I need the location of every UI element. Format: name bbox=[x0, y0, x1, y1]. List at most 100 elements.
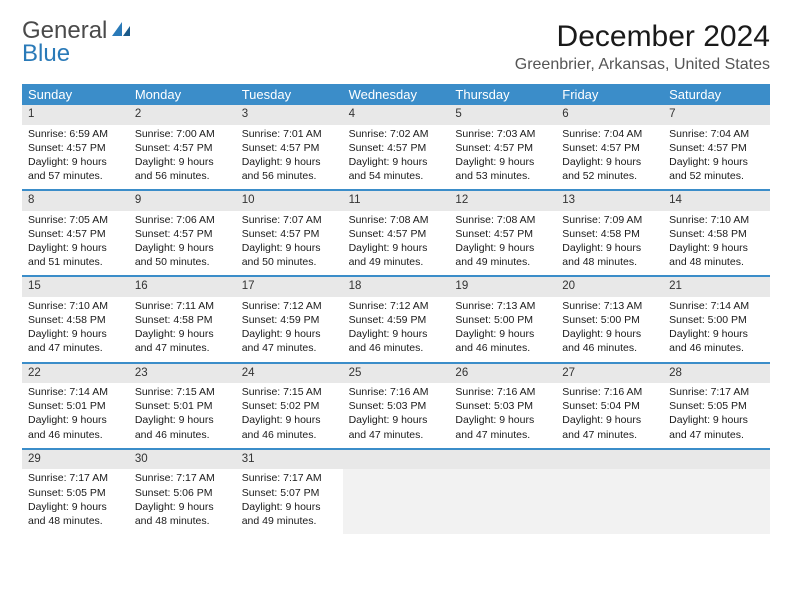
info-line: Daylight: 9 hours bbox=[349, 241, 444, 255]
info-line: Daylight: 9 hours bbox=[28, 241, 123, 255]
info-line: and 52 minutes. bbox=[562, 169, 657, 183]
date-number: 6 bbox=[556, 105, 663, 125]
info-line: Daylight: 9 hours bbox=[349, 327, 444, 341]
day-info: Sunrise: 7:10 AMSunset: 4:58 PMDaylight:… bbox=[22, 299, 129, 356]
logo-text: General Blue bbox=[22, 20, 132, 66]
week-row: 29Sunrise: 7:17 AMSunset: 5:05 PMDayligh… bbox=[22, 450, 770, 534]
day-info: Sunrise: 7:13 AMSunset: 5:00 PMDaylight:… bbox=[556, 299, 663, 356]
info-line: Sunrise: 7:16 AM bbox=[455, 385, 550, 399]
info-line: Sunset: 5:05 PM bbox=[28, 486, 123, 500]
day-cell: 30Sunrise: 7:17 AMSunset: 5:06 PMDayligh… bbox=[129, 450, 236, 534]
day-info: Sunrise: 7:14 AMSunset: 5:00 PMDaylight:… bbox=[663, 299, 770, 356]
info-line: and 48 minutes. bbox=[562, 255, 657, 269]
info-line: Daylight: 9 hours bbox=[669, 327, 764, 341]
date-number: 8 bbox=[22, 191, 129, 211]
info-line: Daylight: 9 hours bbox=[242, 155, 337, 169]
info-line: Daylight: 9 hours bbox=[562, 155, 657, 169]
info-line: and 49 minutes. bbox=[242, 514, 337, 528]
day-header: Wednesday bbox=[343, 84, 450, 105]
info-line: Sunrise: 7:16 AM bbox=[349, 385, 444, 399]
day-info: Sunrise: 7:03 AMSunset: 4:57 PMDaylight:… bbox=[449, 127, 556, 184]
info-line: Daylight: 9 hours bbox=[349, 155, 444, 169]
logo-line2: Blue bbox=[22, 43, 132, 66]
date-number: 9 bbox=[129, 191, 236, 211]
day-cell: 8Sunrise: 7:05 AMSunset: 4:57 PMDaylight… bbox=[22, 191, 129, 275]
date-number: 28 bbox=[663, 364, 770, 384]
info-line: Daylight: 9 hours bbox=[562, 413, 657, 427]
info-line: Daylight: 9 hours bbox=[242, 500, 337, 514]
info-line: Sunset: 4:58 PM bbox=[28, 313, 123, 327]
day-cell: 28Sunrise: 7:17 AMSunset: 5:05 PMDayligh… bbox=[663, 364, 770, 448]
day-headers-row: SundayMondayTuesdayWednesdayThursdayFrid… bbox=[22, 84, 770, 105]
day-header: Sunday bbox=[22, 84, 129, 105]
info-line: Daylight: 9 hours bbox=[349, 413, 444, 427]
info-line: Sunrise: 7:10 AM bbox=[28, 299, 123, 313]
empty-cell bbox=[663, 450, 770, 534]
day-cell: 21Sunrise: 7:14 AMSunset: 5:00 PMDayligh… bbox=[663, 277, 770, 361]
date-number: 13 bbox=[556, 191, 663, 211]
info-line: Daylight: 9 hours bbox=[242, 327, 337, 341]
info-line: Sunset: 4:57 PM bbox=[28, 141, 123, 155]
info-line: Daylight: 9 hours bbox=[455, 241, 550, 255]
date-number: 20 bbox=[556, 277, 663, 297]
info-line: Sunset: 4:57 PM bbox=[242, 227, 337, 241]
day-info: Sunrise: 7:10 AMSunset: 4:58 PMDaylight:… bbox=[663, 213, 770, 270]
info-line: Daylight: 9 hours bbox=[135, 241, 230, 255]
info-line: Sunrise: 7:00 AM bbox=[135, 127, 230, 141]
info-line: Sunset: 5:04 PM bbox=[562, 399, 657, 413]
info-line: Daylight: 9 hours bbox=[135, 500, 230, 514]
day-info: Sunrise: 7:15 AMSunset: 5:02 PMDaylight:… bbox=[236, 385, 343, 442]
header: General Blue December 2024 Greenbrier, A… bbox=[22, 20, 770, 74]
info-line: and 48 minutes. bbox=[28, 514, 123, 528]
info-line: Sunset: 4:58 PM bbox=[562, 227, 657, 241]
date-number: 23 bbox=[129, 364, 236, 384]
day-cell: 31Sunrise: 7:17 AMSunset: 5:07 PMDayligh… bbox=[236, 450, 343, 534]
info-line: Daylight: 9 hours bbox=[669, 413, 764, 427]
date-number: 26 bbox=[449, 364, 556, 384]
info-line: Sunrise: 7:10 AM bbox=[669, 213, 764, 227]
info-line: Sunrise: 7:14 AM bbox=[28, 385, 123, 399]
date-number: 4 bbox=[343, 105, 450, 125]
date-number: 15 bbox=[22, 277, 129, 297]
info-line: Sunrise: 7:17 AM bbox=[28, 471, 123, 485]
info-line: Sunset: 5:06 PM bbox=[135, 486, 230, 500]
info-line: Sunset: 4:57 PM bbox=[349, 141, 444, 155]
day-cell: 23Sunrise: 7:15 AMSunset: 5:01 PMDayligh… bbox=[129, 364, 236, 448]
info-line: Daylight: 9 hours bbox=[135, 327, 230, 341]
date-number: 17 bbox=[236, 277, 343, 297]
day-info: Sunrise: 7:17 AMSunset: 5:05 PMDaylight:… bbox=[22, 471, 129, 528]
info-line: Sunrise: 7:12 AM bbox=[349, 299, 444, 313]
info-line: and 48 minutes. bbox=[135, 514, 230, 528]
info-line: Sunset: 5:03 PM bbox=[349, 399, 444, 413]
info-line: and 47 minutes. bbox=[349, 428, 444, 442]
info-line: Sunset: 4:58 PM bbox=[669, 227, 764, 241]
date-number: 19 bbox=[449, 277, 556, 297]
info-line: Daylight: 9 hours bbox=[28, 327, 123, 341]
day-cell: 5Sunrise: 7:03 AMSunset: 4:57 PMDaylight… bbox=[449, 105, 556, 189]
day-cell: 25Sunrise: 7:16 AMSunset: 5:03 PMDayligh… bbox=[343, 364, 450, 448]
date-number: 30 bbox=[129, 450, 236, 470]
day-cell: 26Sunrise: 7:16 AMSunset: 5:03 PMDayligh… bbox=[449, 364, 556, 448]
day-info: Sunrise: 7:13 AMSunset: 5:00 PMDaylight:… bbox=[449, 299, 556, 356]
day-info: Sunrise: 7:17 AMSunset: 5:06 PMDaylight:… bbox=[129, 471, 236, 528]
info-line: Sunrise: 7:01 AM bbox=[242, 127, 337, 141]
info-line: Sunset: 4:58 PM bbox=[135, 313, 230, 327]
day-header: Saturday bbox=[663, 84, 770, 105]
day-info: Sunrise: 7:08 AMSunset: 4:57 PMDaylight:… bbox=[343, 213, 450, 270]
info-line: Sunrise: 7:07 AM bbox=[242, 213, 337, 227]
day-info: Sunrise: 7:14 AMSunset: 5:01 PMDaylight:… bbox=[22, 385, 129, 442]
info-line: Sunrise: 7:04 AM bbox=[669, 127, 764, 141]
day-info: Sunrise: 7:02 AMSunset: 4:57 PMDaylight:… bbox=[343, 127, 450, 184]
date-number: 18 bbox=[343, 277, 450, 297]
day-cell: 1Sunrise: 6:59 AMSunset: 4:57 PMDaylight… bbox=[22, 105, 129, 189]
month-title: December 2024 bbox=[515, 20, 770, 54]
info-line: and 47 minutes. bbox=[135, 341, 230, 355]
day-cell: 13Sunrise: 7:09 AMSunset: 4:58 PMDayligh… bbox=[556, 191, 663, 275]
date-number: 10 bbox=[236, 191, 343, 211]
info-line: Sunrise: 7:16 AM bbox=[562, 385, 657, 399]
day-cell: 15Sunrise: 7:10 AMSunset: 4:58 PMDayligh… bbox=[22, 277, 129, 361]
info-line: Sunrise: 7:17 AM bbox=[242, 471, 337, 485]
info-line: Sunrise: 7:02 AM bbox=[349, 127, 444, 141]
day-cell: 9Sunrise: 7:06 AMSunset: 4:57 PMDaylight… bbox=[129, 191, 236, 275]
info-line: Sunset: 4:57 PM bbox=[242, 141, 337, 155]
